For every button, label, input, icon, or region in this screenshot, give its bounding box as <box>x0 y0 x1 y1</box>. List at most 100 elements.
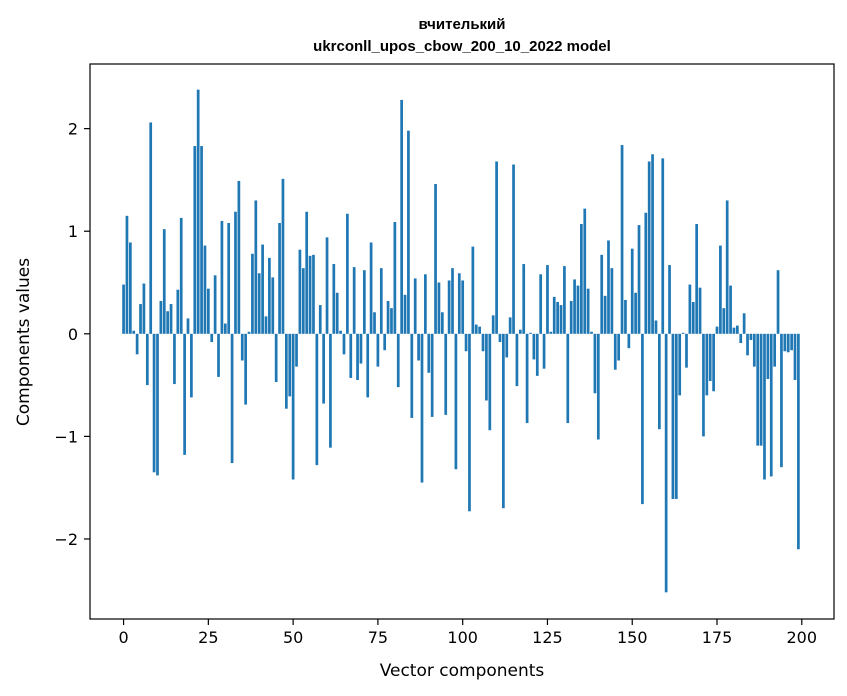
x-tick-label-50: 50 <box>283 628 303 647</box>
bar-73 <box>369 242 373 334</box>
bar-86 <box>413 278 417 334</box>
x-tick-label-200: 200 <box>787 628 818 647</box>
bar-165 <box>681 332 685 334</box>
bar-75 <box>376 333 380 367</box>
bar-76 <box>379 268 383 334</box>
chart-subtitle: ukrconll_upos_cbow_200_10_2022 model <box>313 38 611 55</box>
bar-107 <box>485 333 488 401</box>
bar-109 <box>491 315 495 334</box>
bar-164 <box>678 333 682 396</box>
bar-39 <box>254 200 258 334</box>
bar-100 <box>461 280 465 334</box>
bar-162 <box>671 333 675 499</box>
bar-160 <box>664 333 668 593</box>
bar-83 <box>403 294 407 334</box>
bar-36 <box>244 333 248 405</box>
bar-59 <box>322 333 326 404</box>
bar-41 <box>261 244 264 334</box>
bar-185 <box>749 333 753 340</box>
bar-51 <box>295 333 298 367</box>
bar-61 <box>329 333 332 448</box>
bar-140 <box>596 333 600 440</box>
bar-113 <box>505 333 509 358</box>
bar-58 <box>318 305 322 334</box>
bar-191 <box>769 333 773 477</box>
bar-89 <box>424 274 427 334</box>
bar-177 <box>722 308 726 334</box>
bar-114 <box>508 317 512 334</box>
bar-79 <box>390 308 393 334</box>
bar-22 <box>196 89 200 334</box>
bar-171 <box>702 333 705 437</box>
bar-33 <box>234 211 237 334</box>
bar-132 <box>569 300 573 334</box>
bar-118 <box>522 264 526 334</box>
bar-27 <box>213 275 217 334</box>
bar-144 <box>610 268 614 334</box>
bar-137 <box>586 288 590 334</box>
bar-125 <box>546 265 549 334</box>
bar-56 <box>312 254 315 334</box>
bar-68 <box>352 267 356 334</box>
bar-193 <box>776 270 780 334</box>
bar-161 <box>668 265 671 334</box>
bar-65 <box>342 333 346 355</box>
bar-88 <box>420 333 424 483</box>
bar-72 <box>366 333 370 398</box>
bar-25 <box>206 288 210 334</box>
bar-64 <box>339 330 342 334</box>
bar-101 <box>464 333 468 352</box>
bar-40 <box>257 273 261 334</box>
bar-135 <box>580 224 583 334</box>
bar-26 <box>210 333 214 343</box>
bar-110 <box>495 161 498 334</box>
plot-frame <box>89 63 835 620</box>
chart-title: вчителький <box>419 16 506 33</box>
bar-159 <box>661 158 665 334</box>
x-tick-label-125: 125 <box>532 628 563 647</box>
bar-53 <box>301 268 305 334</box>
bar-126 <box>549 331 553 334</box>
bar-150 <box>630 248 634 334</box>
bar-133 <box>573 279 576 334</box>
bar-99 <box>457 273 461 334</box>
bar-67 <box>349 333 353 378</box>
bar-47 <box>281 178 285 334</box>
bar-158 <box>658 333 661 430</box>
bar-96 <box>447 280 451 334</box>
x-axis-label: Vector components <box>380 661 545 681</box>
y-tick-label--2: −2 <box>54 530 78 549</box>
y-tick-label-2: 2 <box>68 120 78 139</box>
bar-7 <box>145 333 149 386</box>
bar-57 <box>315 333 319 466</box>
bar-178 <box>725 200 729 334</box>
bar-188 <box>759 333 763 446</box>
bar-173 <box>708 333 712 381</box>
bar-115 <box>512 164 515 334</box>
bar-175 <box>715 326 719 334</box>
bar-28 <box>217 333 220 377</box>
bar-69 <box>356 333 359 380</box>
bar-97 <box>451 268 454 334</box>
bar-143 <box>607 240 610 334</box>
bar-37 <box>247 331 251 334</box>
bar-102 <box>468 333 471 512</box>
x-tick-label-25: 25 <box>198 628 218 647</box>
bar-24 <box>203 245 207 334</box>
bar-6 <box>142 283 146 334</box>
bar-38 <box>251 253 254 334</box>
y-axis-label: Components values <box>14 258 34 426</box>
bar-141 <box>600 254 604 334</box>
bar-179 <box>729 285 732 334</box>
bar-130 <box>563 266 566 334</box>
bar-10 <box>156 333 159 476</box>
bar-19 <box>186 318 190 334</box>
bar-2 <box>128 242 132 334</box>
bar-60 <box>325 237 329 334</box>
bar-94 <box>440 312 444 334</box>
bar-15 <box>173 333 176 385</box>
bar-32 <box>230 333 234 464</box>
bar-106 <box>481 333 485 352</box>
bar-198 <box>793 333 797 380</box>
bar-93 <box>437 282 441 334</box>
